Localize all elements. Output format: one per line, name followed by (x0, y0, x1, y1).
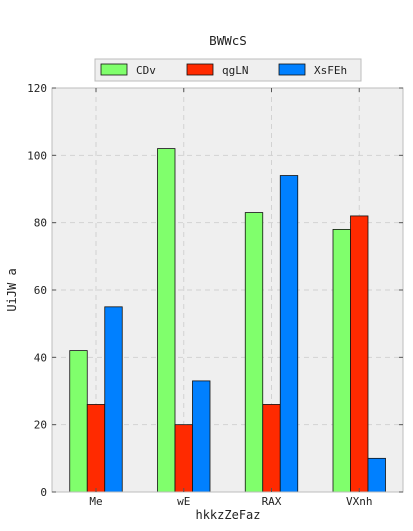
y-tick-label: 80 (34, 217, 47, 230)
bar (157, 148, 176, 493)
y-tick-label: 0 (40, 486, 47, 499)
legend-swatch (278, 63, 306, 76)
y-axis-label: UiJW a (5, 268, 19, 311)
legend-swatch (186, 63, 214, 76)
chart-title: BWWcS (209, 33, 247, 48)
legend: CDv qgLN XsFEh (94, 58, 362, 82)
y-tick-label: 40 (34, 351, 47, 364)
bar (69, 350, 88, 493)
bar (86, 404, 106, 493)
y-axis-ticks: 0 20 40 60 80 100 120 (27, 82, 403, 499)
x-axis-ticks: Me wE RAX VXnh (89, 88, 373, 508)
legend-label: qgLN (222, 64, 249, 77)
bar (192, 380, 211, 493)
bars (69, 148, 386, 493)
legend-swatch (100, 63, 128, 76)
x-axis-label: hkkzZeFaz (195, 508, 260, 522)
x-tick-label: wE (177, 495, 190, 508)
bar (174, 424, 193, 493)
legend-label: CDv (136, 64, 156, 77)
bar (332, 228, 351, 493)
x-tick-label: RAX (262, 495, 282, 508)
y-tick-label: 20 (34, 419, 47, 432)
y-tick-label: 100 (27, 149, 47, 162)
bar (104, 306, 123, 493)
x-tick-label: Me (89, 495, 102, 508)
y-tick-label: 120 (27, 82, 47, 95)
x-tick-label: VXnh (346, 495, 373, 508)
bar (244, 212, 264, 493)
y-tick-label: 60 (34, 284, 47, 297)
bar (367, 457, 386, 493)
bar (262, 404, 281, 493)
bar (350, 215, 369, 493)
bar (279, 175, 299, 493)
legend-label: XsFEh (314, 64, 347, 77)
